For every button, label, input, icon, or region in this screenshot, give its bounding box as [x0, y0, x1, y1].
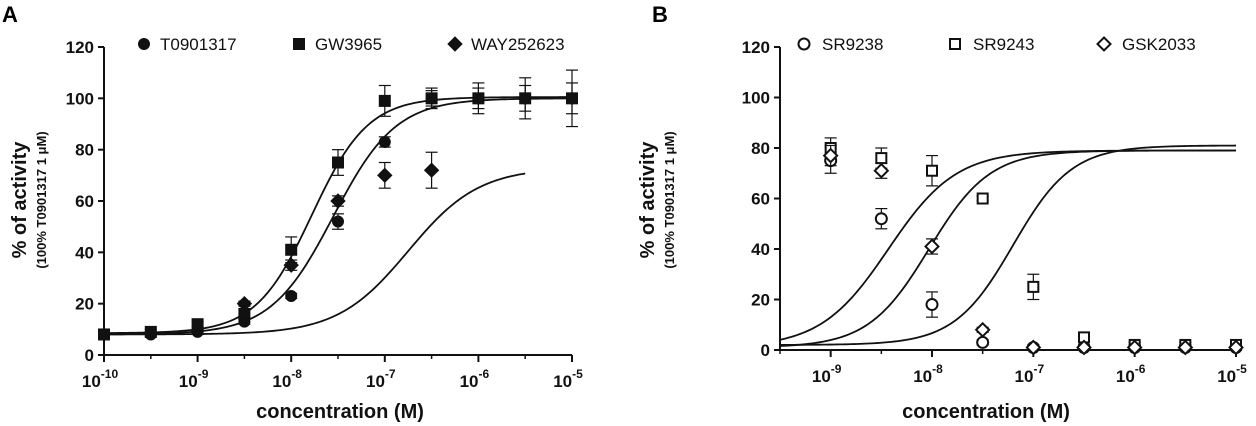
panel-a-ytick-label: 0 [85, 346, 94, 365]
series-gw3965-point [285, 243, 298, 256]
series-way252623-fit-line [103, 172, 526, 336]
series-gw3965-point [332, 156, 344, 169]
series-sr9243-point [1027, 280, 1040, 293]
legend-way252623-marker [447, 36, 463, 52]
panel-b-letter: B [652, 2, 668, 27]
panel-b-xtick-label: 10-6 [1116, 362, 1146, 386]
panel-b-ytick-label: 120 [742, 38, 770, 57]
series-sr9243-point [926, 164, 938, 177]
legend-sr9238-marker [797, 37, 811, 51]
series-gw3965 [98, 69, 578, 341]
series-gsk2033-point [822, 147, 839, 164]
series-gw3965-point [378, 94, 391, 107]
series-gw3965-point [519, 92, 532, 105]
series-gsk2033-point [924, 238, 940, 255]
panel-b-ytick-label: 80 [751, 139, 770, 158]
panel-b-ylabel: % of activity [637, 141, 659, 259]
series-sr9238-point [874, 212, 888, 226]
legend-gsk2033-marker [1096, 36, 1112, 52]
series-way252623-point [283, 257, 299, 273]
series-gsk2033-point [1126, 339, 1143, 356]
legend-way252623-label: WAY252623 [471, 35, 565, 54]
legend-sr9243-marker [949, 38, 961, 50]
series-gsk2033 [779, 144, 1244, 356]
series-gw3965-point [472, 92, 485, 105]
series-sr9243-point [976, 192, 989, 205]
panel-a-xtick-label: 10-6 [460, 367, 490, 391]
series-gsk2033-point [1025, 339, 1042, 356]
panel-a-xtick-label: 10-5 [553, 367, 583, 391]
series-gsk2033-point [1228, 339, 1244, 356]
legend-sr9238-label: SR9238 [822, 35, 883, 54]
series-gsk2033-point [1177, 339, 1194, 356]
panel-b-ytick-label: 40 [751, 240, 770, 259]
panel-b-xlabel: concentration (M) [902, 401, 1070, 423]
panel-a-ytick-label: 100 [66, 89, 94, 108]
series-gsk2033-fit-line [779, 149, 1236, 347]
panel-a-ylabel-sub: (100% T0901317 1 μM) [34, 131, 49, 268]
series-way252623-point [236, 295, 253, 312]
panel-b-xtick-label: 10-5 [1217, 362, 1247, 386]
series-gsk2033-point [873, 162, 890, 179]
panel-b-ylabel-sub: (100% T0901317 1 μM) [662, 131, 677, 268]
panel-b-xtick-label: 10-9 [812, 362, 842, 386]
series-way252623-point [330, 193, 346, 209]
series-gsk2033-point [1076, 339, 1092, 356]
panel-a-xtick-label: 10-10 [82, 367, 119, 391]
panel-b-ytick-label: 100 [742, 89, 770, 108]
series-t0901317-point [378, 135, 391, 148]
series-sr9243 [779, 137, 1242, 351]
panel-a-letter: A [2, 2, 18, 27]
panel-a-xtick-label: 10-8 [272, 367, 302, 391]
series-way252623-point [377, 167, 393, 184]
panel-a-xtick-label: 10-9 [179, 367, 209, 391]
series-sr9238-point [976, 335, 990, 349]
panel-b-xtick-label: 10-8 [913, 362, 943, 386]
legend-gw3965-marker [293, 38, 305, 50]
series-sr9238-fit-line [779, 149, 1236, 341]
panel-a-plot: 0 20 40 60 80 100 120 10-10 10-9 10-8 10-7 10-6 10-5… [66, 35, 583, 391]
legend-sr9243-label: SR9243 [973, 35, 1034, 54]
panel-b-xtick-label: 10-7 [1015, 362, 1045, 386]
panel-a-xlabel: concentration (M) [256, 401, 424, 423]
series-gw3965-point [425, 92, 438, 105]
series-t0901317 [98, 82, 578, 341]
panel-b-ytick-label: 0 [761, 341, 770, 360]
panel-b-ytick-label: 20 [751, 291, 770, 310]
series-sr9243-point [875, 152, 888, 165]
panel-a-ytick-label: 20 [75, 295, 94, 314]
panel-a-ytick-label: 40 [75, 243, 94, 262]
series-sr9238-point [925, 298, 939, 312]
panel-a-xtick-label: 10-7 [366, 367, 396, 391]
series-t0901317-point [285, 289, 298, 302]
panel-a-ylabel: % of activity [9, 141, 31, 259]
legend-gsk2033-label: GSK2033 [1122, 35, 1196, 54]
series-gw3965-point [566, 92, 578, 105]
series-way252623 [103, 151, 526, 336]
series-sr9243-fit-line [779, 144, 1237, 346]
series-gsk2033-point [974, 321, 991, 338]
legend-t0901317-marker [138, 38, 150, 50]
series-way252623-point [423, 162, 440, 178]
legend-t0901317-label: T0901317 [160, 35, 237, 54]
panel-a-ytick-label: 80 [75, 141, 94, 160]
panel-b-plot: 0 20 40 60 80 100 120 10-9 10-8 10-7 10-6 10-5 SR923… [742, 35, 1247, 386]
series-gw3965-point [144, 325, 157, 338]
panel-a-ytick-label: 60 [75, 192, 94, 211]
panel-a-ytick-label: 120 [66, 38, 94, 57]
series-t0901317-point [332, 215, 344, 228]
series-gw3965-point [191, 318, 204, 331]
legend-gw3965-label: GW3965 [315, 35, 382, 54]
panel-b-ytick-label: 60 [751, 190, 770, 209]
